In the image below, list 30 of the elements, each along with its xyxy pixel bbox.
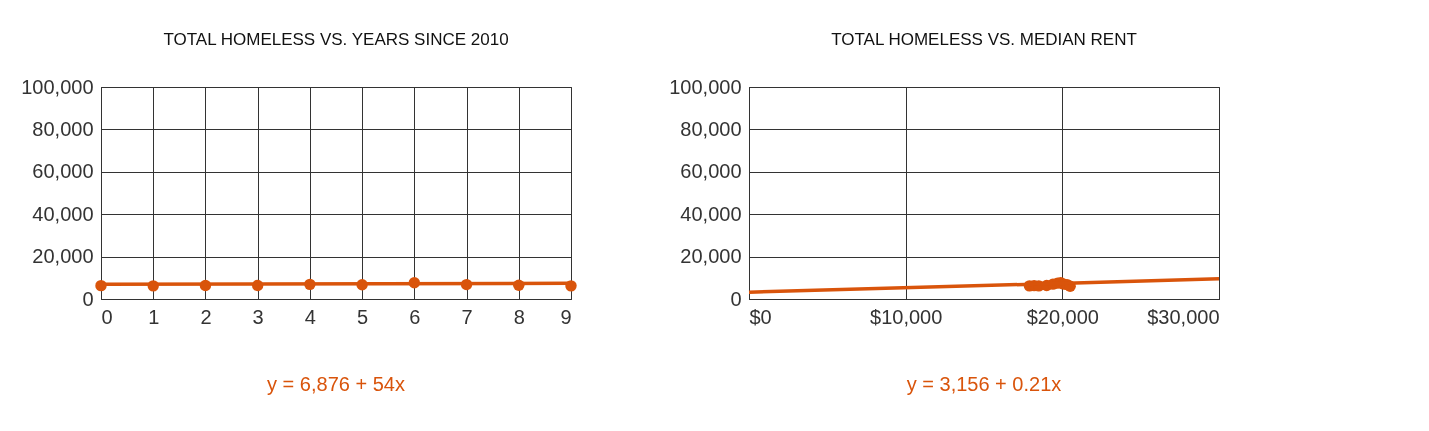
x-tick-label: $20,000 [1026,305,1099,328]
y-tick-label: 80,000 [680,117,742,140]
x-tick-label: 4 [304,305,316,328]
y-tick-label: 0 [82,287,94,310]
y-tick-label: 0 [730,287,742,310]
x-tick-label: 2 [200,305,212,328]
y-tick-label: 100,000 [669,75,742,98]
x-tick-label: 1 [148,305,160,328]
x-tick-label: 0 [101,305,113,328]
y-tick-label: 40,000 [32,202,94,225]
x-tick-label: $30,000 [1147,305,1220,328]
x-tick-label: 3 [252,305,264,328]
x-tick-label: 7 [461,305,473,328]
y-tick-label: 60,000 [32,160,94,183]
x-tick-label: 9 [560,305,572,328]
text: y = 3,156 + 0.21x [906,373,1062,395]
x-tick-label: $10,000 [870,305,943,328]
x-tick-label: $0 [749,305,772,328]
x-tick-label: 6 [409,305,421,328]
y-tick-label: 40,000 [680,202,742,225]
x-tick-label: 8 [513,305,525,328]
chart-title: TOTAL HOMELESS VS. YEARS SINCE 2010 [163,30,509,49]
text: y = 6,876 + 54x [267,373,405,395]
y-tick-label: 100,000 [21,75,94,98]
y-tick-label: 80,000 [32,117,94,140]
y-tick-label: 20,000 [680,245,742,268]
y-tick-label: 60,000 [680,160,742,183]
y-tick-label: 20,000 [32,245,94,268]
chart-title: TOTAL HOMELESS VS. MEDIAN RENT [831,30,1137,49]
x-tick-label: 5 [357,305,369,328]
